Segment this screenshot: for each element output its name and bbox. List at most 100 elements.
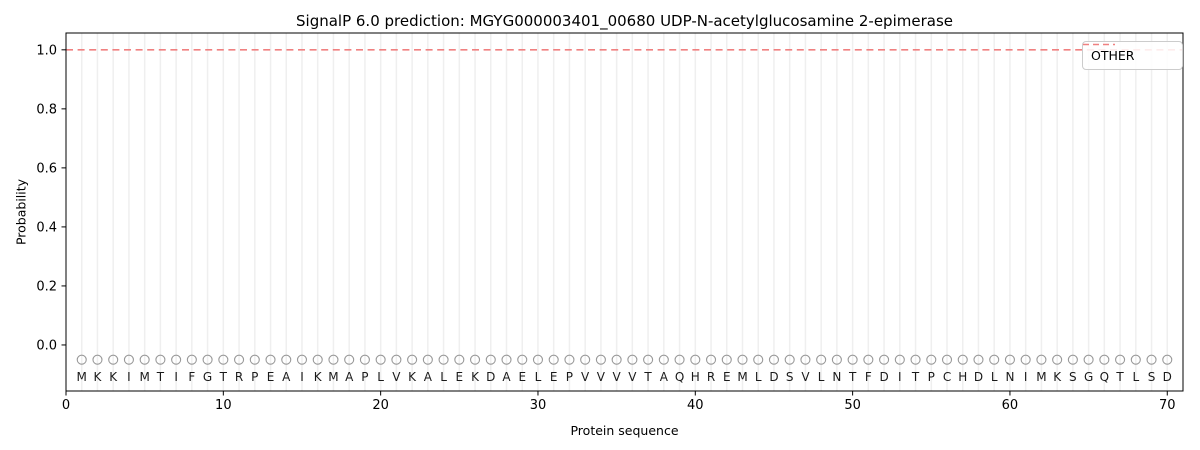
residue-letter: H xyxy=(691,370,700,384)
residue-letter: V xyxy=(392,370,401,384)
residue-marker xyxy=(1052,354,1063,365)
residue-marker xyxy=(1146,354,1157,365)
y-tick-label: 0.0 xyxy=(36,338,57,353)
residue-marker xyxy=(123,354,134,365)
residue-marker xyxy=(658,354,669,365)
residue-marker xyxy=(438,354,449,365)
residue-marker xyxy=(1099,354,1110,365)
residue-marker xyxy=(973,354,984,365)
residue-marker xyxy=(1036,354,1047,365)
residue-letter: M xyxy=(139,370,149,384)
residue-letter: N xyxy=(1005,370,1014,384)
residue-marker xyxy=(1004,354,1015,365)
residue-marker xyxy=(312,354,323,365)
residue-letter: E xyxy=(518,370,526,384)
residue-letter: K xyxy=(408,370,417,384)
residue-letter: P xyxy=(361,370,368,384)
residue-marker xyxy=(92,354,103,365)
residue-letter: M xyxy=(328,370,338,384)
residue-marker xyxy=(234,354,245,365)
residue-marker xyxy=(816,354,827,365)
residue-marker xyxy=(296,354,308,365)
residue-marker xyxy=(674,354,685,365)
residue-marker xyxy=(580,354,591,365)
residue-marker xyxy=(1115,354,1126,365)
y-tick-label: 0.8 xyxy=(36,102,57,117)
residue-marker xyxy=(548,354,559,365)
residue-letter: V xyxy=(801,370,810,384)
residue-letter: T xyxy=(911,370,920,384)
residue-marker xyxy=(202,354,213,365)
residue-letter: M xyxy=(737,370,747,384)
residue-letter: K xyxy=(314,370,323,384)
legend-label: OTHER xyxy=(1091,48,1135,63)
residue-marker xyxy=(1130,354,1141,365)
residue-letter: A xyxy=(502,370,511,384)
residue-marker xyxy=(407,354,418,365)
residue-letter: A xyxy=(282,370,291,384)
x-axis-label: Protein sequence xyxy=(570,423,679,438)
x-tick-label: 20 xyxy=(372,398,389,413)
residue-marker xyxy=(910,354,921,365)
residue-letter: L xyxy=(818,370,825,384)
residue-letter: I xyxy=(300,370,304,384)
x-tick-label: 70 xyxy=(1159,398,1176,413)
residue-letter: L xyxy=(440,370,447,384)
residue-letter: I xyxy=(127,370,131,384)
residue-marker xyxy=(328,354,339,365)
residue-marker xyxy=(1067,354,1078,365)
x-tick-label: 60 xyxy=(1002,398,1019,413)
residue-letter: T xyxy=(848,370,857,384)
residue-marker xyxy=(643,354,654,365)
residue-marker xyxy=(705,354,717,365)
residue-marker xyxy=(76,354,87,365)
residue-marker xyxy=(1083,354,1094,365)
x-tick-label: 0 xyxy=(62,398,70,413)
residue-marker xyxy=(784,354,795,365)
residue-marker xyxy=(391,354,402,365)
residue-marker xyxy=(454,354,465,365)
residue-marker xyxy=(863,354,874,365)
residue-letter: V xyxy=(613,370,622,384)
residue-letter: L xyxy=(755,370,762,384)
residue-marker xyxy=(155,354,166,365)
residue-marker xyxy=(989,354,1000,365)
residue-letter: N xyxy=(832,370,841,384)
residue-marker xyxy=(375,354,386,365)
residue-marker xyxy=(753,354,764,365)
residue-marker xyxy=(768,354,780,365)
residue-letter: I xyxy=(898,370,902,384)
residue-letter: F xyxy=(865,370,872,384)
residue-letter: E xyxy=(550,370,558,384)
residue-letter: T xyxy=(1115,370,1124,384)
residue-letter: D xyxy=(769,370,778,384)
residue-marker xyxy=(564,354,575,365)
residue-marker xyxy=(1162,354,1173,365)
y-tick-label: 1.0 xyxy=(36,43,57,58)
x-tick-label: 10 xyxy=(215,398,232,413)
residue-letter: I xyxy=(174,370,178,384)
residue-letter: R xyxy=(707,370,715,384)
residue-marker xyxy=(1020,354,1031,365)
residue-letter: L xyxy=(535,370,542,384)
residue-letter: Q xyxy=(1100,370,1109,384)
residue-letter: T xyxy=(643,370,652,384)
residue-letter: C xyxy=(943,370,951,384)
residue-marker xyxy=(469,354,481,365)
x-tick-label: 40 xyxy=(687,398,704,413)
residue-letter: D xyxy=(486,370,495,384)
residue-letter: V xyxy=(597,370,606,384)
y-tick-label: 0.6 xyxy=(36,161,57,176)
residue-letter: M xyxy=(77,370,87,384)
residue-marker xyxy=(627,354,638,365)
residue-letter: K xyxy=(471,370,480,384)
residue-letter: P xyxy=(928,370,935,384)
residue-marker xyxy=(847,354,858,365)
residue-marker xyxy=(879,354,890,365)
residue-letter: P xyxy=(251,370,258,384)
residue-letter: S xyxy=(786,370,794,384)
residue-letter: D xyxy=(1163,370,1172,384)
residue-letter: A xyxy=(424,370,433,384)
residue-marker xyxy=(501,354,512,365)
